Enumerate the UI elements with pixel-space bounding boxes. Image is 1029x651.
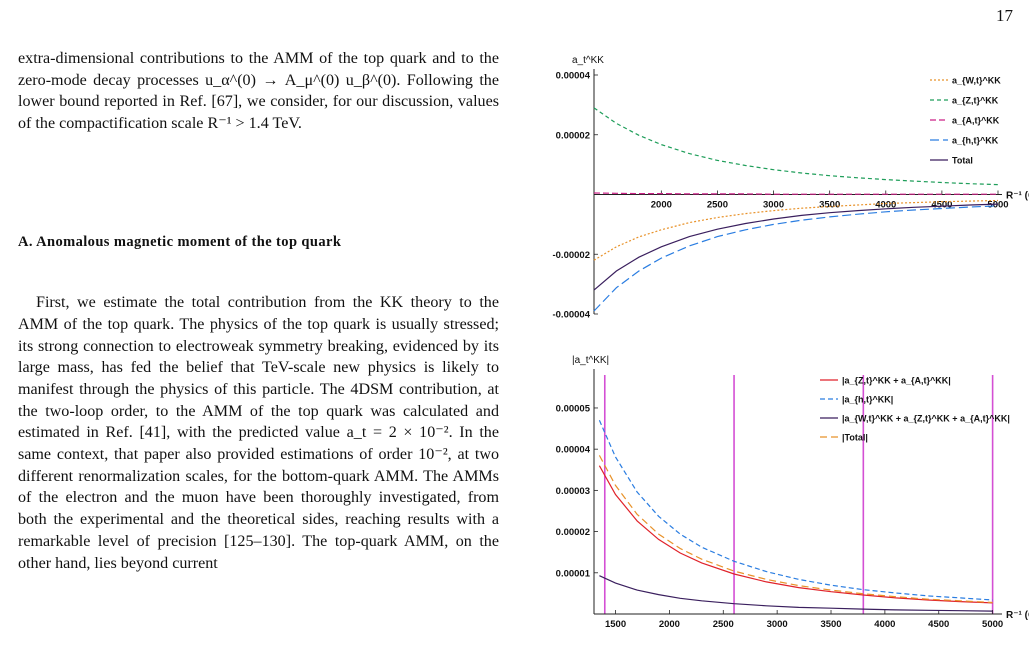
series-line-1 <box>598 465 993 604</box>
x-tick-label: 5000 <box>982 619 1003 630</box>
x-tick-label: 3500 <box>820 619 841 630</box>
legend-label-1: a_{W,t}^KK <box>952 76 1001 86</box>
x-tick-label: 2000 <box>651 200 672 211</box>
legend-label-5: Total <box>952 156 973 166</box>
x-tick-label: 4000 <box>874 619 895 630</box>
y-tick-label: 0.00002 <box>556 527 590 538</box>
paragraph-continued: extra-dimensional contributions to the A… <box>18 48 499 135</box>
x-tick-label: 2500 <box>707 200 728 211</box>
x-tick-label: 3000 <box>767 619 788 630</box>
series-line-2 <box>593 107 999 186</box>
section-heading: A. Anomalous magnetic moment of the top … <box>18 234 342 250</box>
y-axis-label: a_t^KK <box>572 55 604 66</box>
figure-svg: 2000 2500 3000 3500 4000 4500 5000 0.00004 0.000… <box>552 55 1029 630</box>
x-tick-label: 3000 <box>763 200 784 211</box>
paragraph-1: extra-dimensional contributions to the A… <box>18 50 499 133</box>
x-axis-label: R⁻¹ (GeV) <box>1006 610 1029 621</box>
x-tick-label: 1500 <box>605 619 626 630</box>
legend-label-3: |a_{W,t}^KK + a_{Z,t}^KK + a_{A,t}^KK| <box>842 414 1010 424</box>
y-tick-label: 0.00001 <box>556 568 591 579</box>
legend-label-4: a_{h,t}^KK <box>952 136 999 146</box>
x-tick-label: 4500 <box>931 200 952 211</box>
page-number: 17 <box>996 6 1013 25</box>
chart-panel-1: 2000 2500 3000 3500 4000 4500 5000 0.00004 0.000… <box>552 55 1029 321</box>
x-tick-label: 2500 <box>713 619 734 630</box>
x-tick-label: 3500 <box>819 200 840 211</box>
y-tick-label: 0.00004 <box>556 445 591 456</box>
paragraph-2: First, we estimate the total contributio… <box>18 294 499 572</box>
legend-label-4: |Total| <box>842 433 868 443</box>
x-tick-label: 5000 <box>987 200 1008 211</box>
series-line-3 <box>593 192 998 195</box>
x-tick-label: 4500 <box>928 619 949 630</box>
x-tick-label: 4000 <box>875 200 896 211</box>
y-tick-label: -0.00002 <box>552 250 590 261</box>
y-tick-label: 0.00004 <box>556 71 591 82</box>
series-line-4 <box>593 205 999 312</box>
series-line-4 <box>598 455 993 604</box>
y-tick-label: 0.00003 <box>556 486 590 497</box>
legend-label-3: a_{A,t}^KK <box>952 116 1000 126</box>
x-axis-label: R⁻¹ (GeV) <box>1006 191 1029 202</box>
y-tick-label: 0.00005 <box>556 403 591 414</box>
figure-panel: 2000 2500 3000 3500 4000 4500 5000 0.00004 0.000… <box>510 0 1029 651</box>
legend-label-2: a_{Z,t}^KK <box>952 96 999 106</box>
y-tick-label: 0.00002 <box>556 130 590 141</box>
legend-label-2: |a_{h,t}^KK| <box>842 395 893 405</box>
series-line-2 <box>598 420 993 601</box>
series-line-5 <box>593 203 999 291</box>
y-tick-label: -0.00004 <box>552 310 590 321</box>
x-tick-label: 2000 <box>659 619 680 630</box>
legend-label-1: |a_{Z,t}^KK + a_{A,t}^KK| <box>842 376 951 386</box>
chart-panel-2: 1500 2000 2500 3000 3500 4000 4500 5000 0.00005 0… <box>556 355 1029 630</box>
series-line-3 <box>599 575 993 612</box>
y-axis-label: |a_t^KK| <box>572 355 609 366</box>
